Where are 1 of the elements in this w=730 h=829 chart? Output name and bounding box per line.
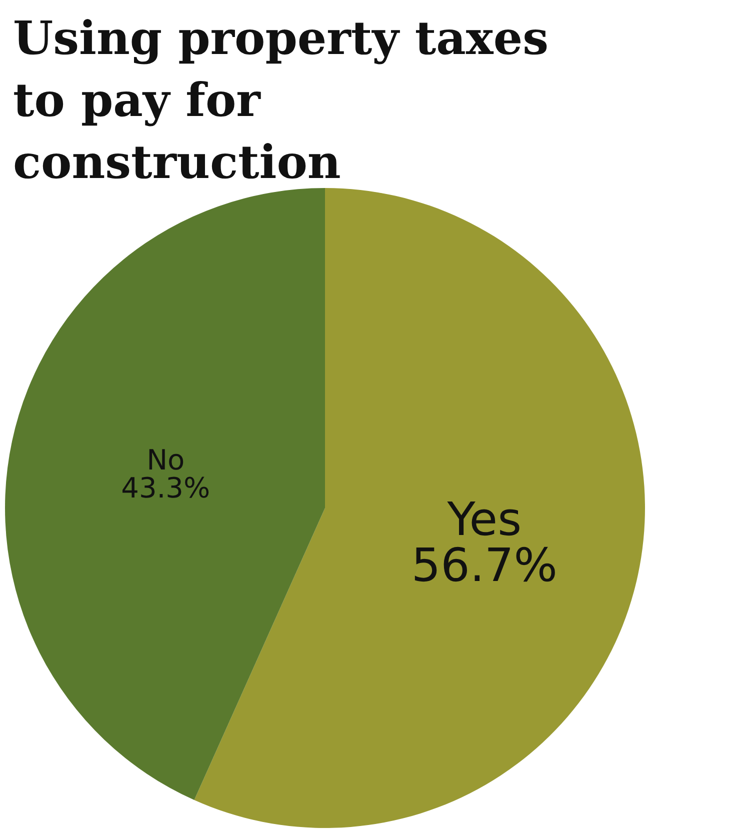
chart-title: Using property taxes to pay for construction bbox=[13, 11, 565, 189]
